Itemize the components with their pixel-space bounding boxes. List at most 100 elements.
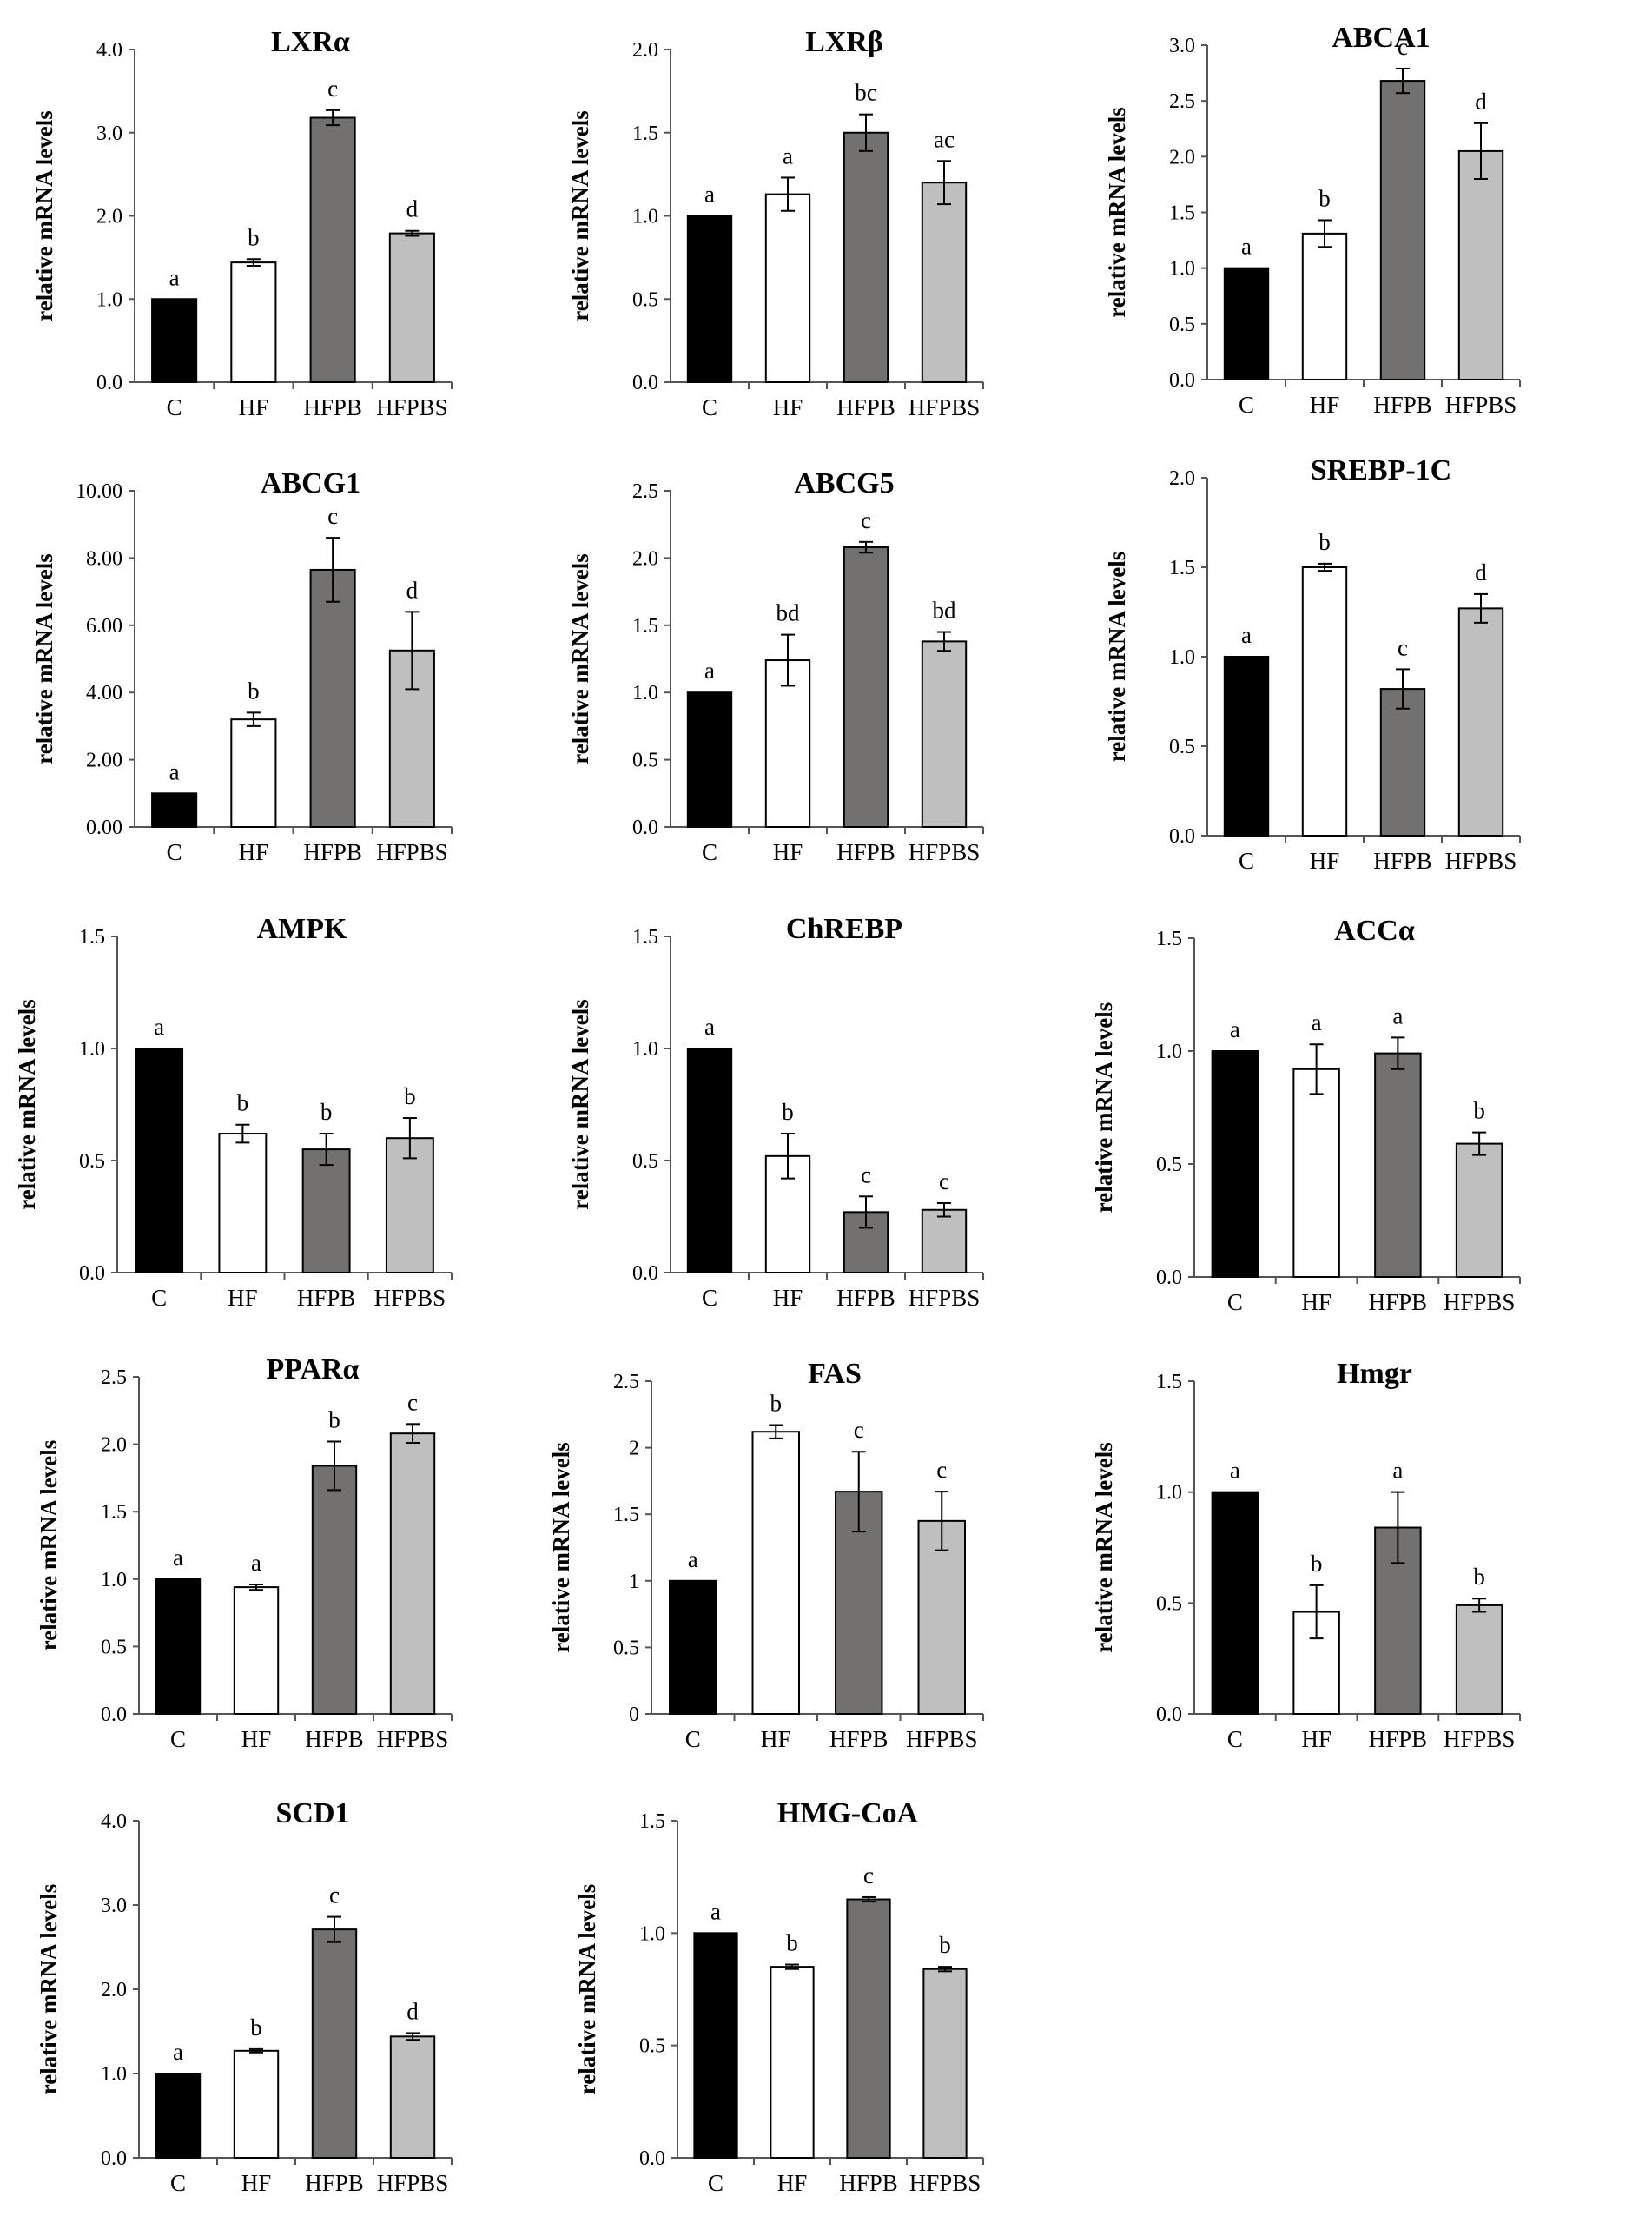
significance-label: a — [783, 142, 793, 169]
x-category-label: C — [702, 839, 717, 865]
error-bar — [1474, 122, 1488, 180]
y-axis-label: relative mRNA levels — [1091, 1442, 1117, 1652]
chart-title: ACCα — [1334, 915, 1415, 947]
x-category-label: HFPBS — [376, 839, 448, 865]
significance-label: d — [1475, 89, 1487, 115]
bar-c — [155, 2073, 202, 2159]
y-axis-label: relative mRNA levels — [567, 999, 593, 1209]
bar-hfpbs — [1457, 607, 1504, 837]
error-bar — [405, 611, 420, 691]
y-tick-label: 3.0 — [101, 1895, 127, 1917]
x-category-label: HFPB — [303, 394, 362, 420]
x-category-label: HFPBS — [377, 2170, 449, 2196]
error-bar — [1309, 1043, 1324, 1095]
significance-label: b — [939, 1932, 951, 1958]
y-tick-label: 0.5 — [639, 2035, 665, 2058]
y-tick-label: 1.0 — [639, 1922, 665, 1945]
significance-label: a — [704, 658, 715, 684]
x-category-label: HF — [773, 1285, 803, 1311]
bar-hf — [230, 718, 277, 828]
y-tick-label: 1.0 — [79, 1038, 105, 1061]
y-tick-label: 0.5 — [1156, 1592, 1182, 1615]
x-category-label: HFPBS — [909, 839, 981, 865]
bar-hfpb — [311, 1465, 358, 1715]
bar-hf — [233, 1586, 280, 1716]
x-category-label: HFPB — [836, 839, 895, 865]
x-category-label: HF — [241, 2170, 272, 2196]
chart-title: Hmgr — [1337, 1358, 1412, 1390]
y-axis-label: relative mRNA levels — [1091, 1002, 1117, 1213]
x-category-label: C — [702, 1285, 717, 1311]
y-tick-label: 0.5 — [613, 1637, 639, 1659]
error-bar — [859, 540, 873, 554]
y-tick-label: 1 — [629, 1571, 639, 1593]
chart-panel: SREBP-1C relative mRNA levels 0.0 0.5 1.0 1.5… — [1104, 454, 1521, 874]
error-bar — [406, 1423, 420, 1445]
error-bar — [327, 1915, 341, 1943]
bar-hfpbs — [389, 2035, 436, 2160]
significance-label: a — [1392, 1458, 1403, 1484]
y-tick-label: 0.0 — [1156, 1703, 1182, 1726]
y-tick-label: 4.0 — [96, 39, 122, 62]
chart-title: FAS — [808, 1358, 862, 1390]
significance-label: a — [169, 758, 180, 784]
bar-hfpbs — [1455, 1604, 1503, 1716]
y-tick-label: 2.0 — [96, 206, 122, 228]
chart-panel: PPARα relative mRNA levels 0.0 0.5 1.0 1.5 2.0… — [36, 1353, 453, 1752]
bar-hf — [233, 2049, 280, 2160]
y-tick-label: 0.0 — [101, 2147, 127, 2170]
y-tick-label: 1.0 — [632, 206, 658, 228]
y-tick-label: 0.0 — [101, 1703, 127, 1726]
bar-hf — [770, 1966, 815, 2159]
chart-panel: LXRα relative mRNA levels 0.0 1.0 2.0 3.0 4.0 a… — [31, 26, 453, 420]
bar-hf — [1301, 232, 1348, 380]
y-tick-label: 2.0 — [1169, 146, 1195, 169]
chart-panel: LXRβ relative mRNA levels 0.0 0.5 1.0 1.5 2.0 a… — [567, 26, 984, 420]
x-category-label: HF — [1301, 1726, 1332, 1752]
y-tick-label: 0.5 — [632, 1150, 658, 1173]
significance-label: a — [169, 264, 180, 290]
x-category-label: HFPB — [836, 1285, 895, 1311]
bar-hf — [1301, 566, 1348, 837]
y-tick-label: 1.5 — [632, 926, 658, 949]
error-bar — [249, 1584, 263, 1591]
bar-hf — [230, 261, 277, 383]
significance-label: b — [1311, 1551, 1323, 1577]
x-category-label: C — [1239, 392, 1254, 418]
x-category-label: HFPBS — [376, 394, 448, 420]
x-category-label: HF — [1310, 392, 1340, 418]
y-tick-label: 0.0 — [1169, 825, 1195, 848]
error-bar — [1318, 562, 1332, 572]
chart-panel: ABCG1 relative mRNA levels 0.00 2.00 4.00 6.0… — [31, 467, 453, 865]
y-tick-label: 1.5 — [79, 926, 105, 949]
y-axis-label: relative mRNA levels — [1104, 552, 1130, 762]
error-bar — [938, 1966, 952, 1973]
y-tick-label: 1.0 — [632, 1038, 658, 1061]
y-tick-label: 1.5 — [101, 1501, 127, 1524]
x-category-label: HF — [228, 1285, 258, 1311]
bar-hf — [218, 1133, 268, 1274]
significance-label: c — [329, 1882, 340, 1908]
x-category-label: C — [685, 1726, 701, 1752]
chart-panel: Hmgr relative mRNA levels 0.0 0.5 1.0 1.5 a Cb H… — [1091, 1358, 1521, 1752]
bar-c — [151, 792, 198, 828]
error-bar — [1318, 219, 1332, 248]
y-tick-label: 2.5 — [613, 1371, 639, 1393]
x-category-label: HFPB — [305, 1726, 364, 1752]
significance-label: c — [861, 1161, 871, 1187]
error-bar — [1309, 1584, 1324, 1640]
bar-hfpb — [843, 546, 889, 828]
x-category-label: HF — [1301, 1289, 1332, 1315]
chart-title: SCD1 — [275, 1797, 349, 1829]
y-tick-label: 2.0 — [101, 1434, 127, 1457]
y-tick-label: 3.0 — [96, 122, 122, 145]
x-category-label: C — [1227, 1289, 1243, 1315]
significance-label: b — [404, 1083, 416, 1109]
bar-c — [155, 1578, 202, 1716]
y-tick-label: 0.5 — [1169, 314, 1195, 336]
y-axis-label: relative mRNA levels — [31, 110, 57, 321]
bar-c — [686, 215, 733, 383]
y-axis-label: relative mRNA levels — [31, 553, 57, 764]
x-category-label: HFPB — [1369, 1289, 1428, 1315]
